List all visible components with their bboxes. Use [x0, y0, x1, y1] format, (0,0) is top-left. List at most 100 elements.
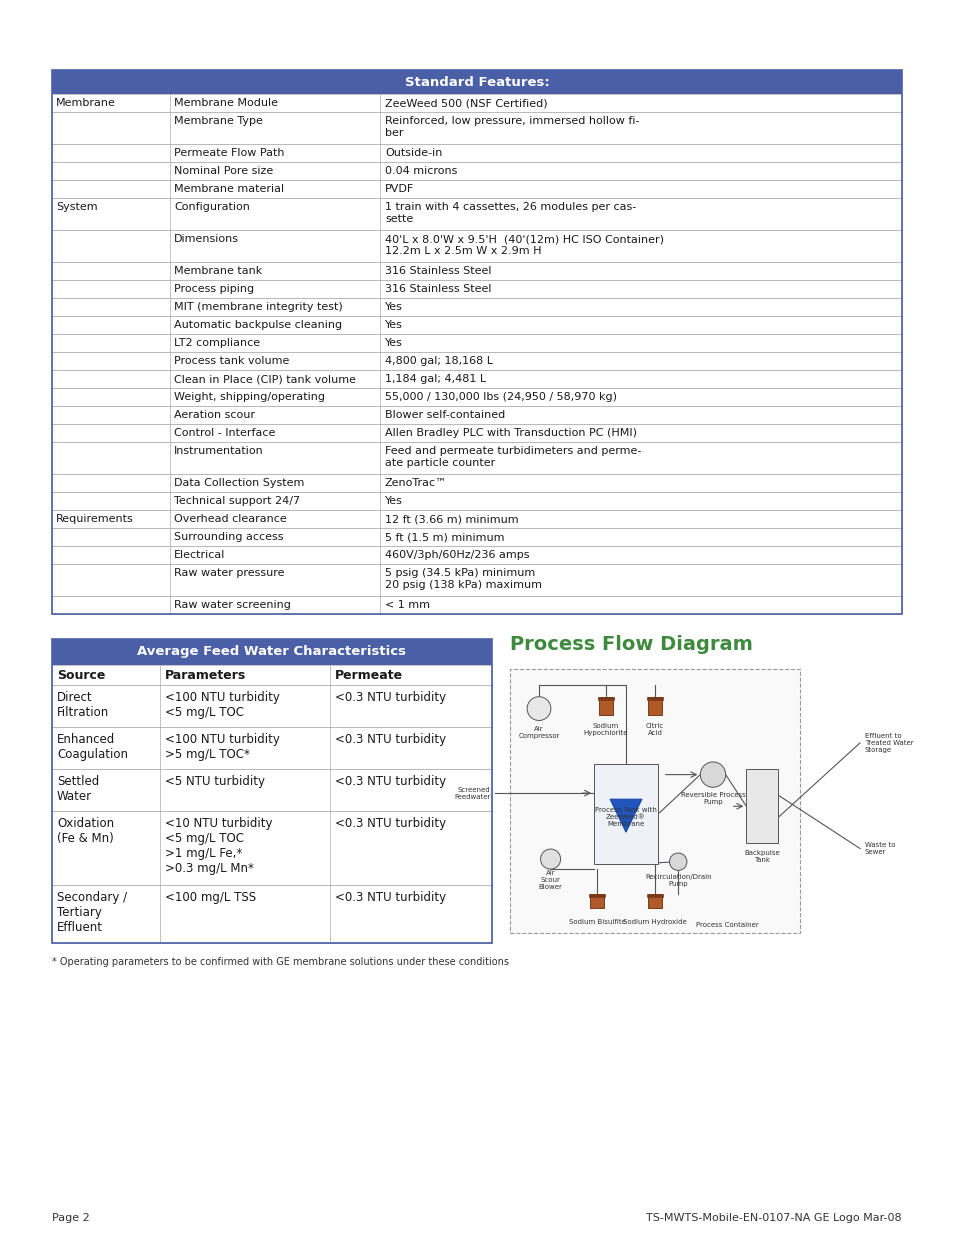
Bar	[52, 638, 492, 944]
Text: 5 psig (34.5 kPa) minimum
20 psig (138 kPa) maximum: 5 psig (34.5 kPa) minimum 20 psig (138 k…	[385, 568, 541, 589]
Text: Raw water pressure: Raw water pressure	[173, 568, 284, 578]
Circle shape	[540, 848, 560, 869]
Text: Reversible Process
Pump: Reversible Process Pump	[679, 792, 744, 805]
Text: Blower self-contained: Blower self-contained	[385, 410, 505, 420]
Bar	[52, 198, 901, 230]
Bar	[52, 112, 901, 144]
Bar	[52, 546, 901, 564]
Text: Yes: Yes	[385, 338, 402, 348]
Text: Dimensions: Dimensions	[173, 233, 239, 245]
Text: Source: Source	[57, 669, 105, 682]
Text: Reinforced, low pressure, immersed hollow fi-
ber: Reinforced, low pressure, immersed hollo…	[385, 116, 639, 137]
Text: Oxidation
(Fe & Mn): Oxidation (Fe & Mn)	[57, 818, 114, 845]
Text: 316 Stainless Steel: 316 Stainless Steel	[385, 266, 491, 275]
Text: Surrounding access: Surrounding access	[173, 532, 283, 542]
Circle shape	[700, 762, 725, 787]
Bar	[52, 442, 901, 474]
Bar	[52, 685, 492, 727]
Text: <0.3 NTU turbidity: <0.3 NTU turbidity	[335, 692, 446, 704]
Text: Effluent to
Treated Water
Storage: Effluent to Treated Water Storage	[864, 732, 913, 753]
Bar	[52, 70, 901, 94]
Circle shape	[527, 697, 550, 720]
Text: Feed and permeate turbidimeters and perme-
ate particle counter: Feed and permeate turbidimeters and perm…	[385, 446, 640, 468]
Text: Parameters: Parameters	[165, 669, 246, 682]
Text: <100 NTU turbidity
<5 mg/L TOC: <100 NTU turbidity <5 mg/L TOC	[165, 692, 279, 719]
Bar	[588, 894, 604, 898]
Text: 1,184 gal; 4,481 L: 1,184 gal; 4,481 L	[385, 374, 486, 384]
Text: Membrane: Membrane	[56, 98, 115, 107]
Text: Requirements: Requirements	[56, 514, 133, 524]
Text: Sodium
Hypochlorite: Sodium Hypochlorite	[583, 724, 627, 736]
Bar	[52, 664, 492, 685]
Text: Page 2: Page 2	[52, 1213, 90, 1223]
Text: Membrane Module: Membrane Module	[173, 98, 277, 107]
Text: Process Flow Diagram: Process Flow Diagram	[510, 635, 752, 655]
Bar	[52, 230, 901, 262]
Bar	[52, 70, 901, 614]
Text: Yes: Yes	[385, 320, 402, 330]
Text: Membrane Type: Membrane Type	[173, 116, 263, 126]
Text: Air
Scour
Blower: Air Scour Blower	[538, 871, 562, 890]
Text: Yes: Yes	[385, 496, 402, 506]
Text: PVDF: PVDF	[385, 184, 414, 194]
Text: Membrane material: Membrane material	[173, 184, 284, 194]
Bar	[52, 492, 901, 510]
Text: 460V/3ph/60Hz/236 amps: 460V/3ph/60Hz/236 amps	[385, 550, 529, 559]
Bar	[52, 564, 901, 597]
Bar	[52, 388, 901, 406]
Bar	[52, 638, 492, 664]
Bar	[52, 333, 901, 352]
Bar	[52, 180, 901, 198]
Text: Screened
Feedwater: Screened Feedwater	[454, 787, 490, 799]
Text: <0.3 NTU turbidity: <0.3 NTU turbidity	[335, 890, 446, 904]
Text: Process piping: Process piping	[173, 284, 253, 294]
Bar	[646, 697, 662, 700]
Bar	[598, 697, 612, 715]
Bar	[52, 298, 901, 316]
Text: Permeate: Permeate	[335, 669, 403, 682]
Text: Allen Bradley PLC with Transduction PC (HMI): Allen Bradley PLC with Transduction PC (…	[385, 429, 637, 438]
Bar	[52, 727, 492, 769]
Bar	[647, 894, 661, 908]
Text: Technical support 24/7: Technical support 24/7	[173, 496, 300, 506]
Bar	[52, 352, 901, 370]
Text: Secondary /
Tertiary
Effluent: Secondary / Tertiary Effluent	[57, 890, 127, 934]
Text: 12 ft (3.66 m) minimum: 12 ft (3.66 m) minimum	[385, 514, 518, 524]
Bar	[589, 894, 603, 908]
Text: Clean in Place (CIP) tank volume: Clean in Place (CIP) tank volume	[173, 374, 355, 384]
Text: Permeate Flow Path: Permeate Flow Path	[173, 148, 284, 158]
Text: Control - Interface: Control - Interface	[173, 429, 275, 438]
Bar	[52, 280, 901, 298]
Bar	[52, 811, 492, 885]
Bar	[52, 162, 901, 180]
Text: <100 NTU turbidity
>5 mg/L TOC*: <100 NTU turbidity >5 mg/L TOC*	[165, 734, 279, 761]
Bar	[52, 424, 901, 442]
Text: Configuration: Configuration	[173, 203, 250, 212]
Bar	[52, 529, 901, 546]
Text: Data Collection System: Data Collection System	[173, 478, 304, 488]
Text: Air
Compressor: Air Compressor	[517, 726, 559, 739]
Text: <0.3 NTU turbidity: <0.3 NTU turbidity	[335, 776, 446, 788]
Text: 55,000 / 130,000 lbs (24,950 / 58,970 kg): 55,000 / 130,000 lbs (24,950 / 58,970 kg…	[385, 391, 617, 403]
Bar	[647, 697, 661, 715]
Text: Average Feed Water Characteristics: Average Feed Water Characteristics	[137, 646, 406, 658]
Text: * Operating parameters to be confirmed with GE membrane solutions under these co: * Operating parameters to be confirmed w…	[52, 957, 509, 967]
Circle shape	[669, 853, 686, 871]
Text: 4,800 gal; 18,168 L: 4,800 gal; 18,168 L	[385, 356, 493, 366]
Text: Electrical: Electrical	[173, 550, 225, 559]
Text: LT2 compliance: LT2 compliance	[173, 338, 260, 348]
Text: Yes: Yes	[385, 303, 402, 312]
Bar	[52, 262, 901, 280]
Bar	[52, 474, 901, 492]
Text: <10 NTU turbidity
<5 mg/L TOC
>1 mg/L Fe,*
>0.3 mg/L Mn*: <10 NTU turbidity <5 mg/L TOC >1 mg/L Fe…	[165, 818, 273, 876]
Bar	[52, 94, 901, 112]
Text: <0.3 NTU turbidity: <0.3 NTU turbidity	[335, 734, 446, 746]
Text: Recirculation/Drain
Pump: Recirculation/Drain Pump	[644, 873, 711, 887]
Bar	[598, 697, 613, 700]
Text: Automatic backpulse cleaning: Automatic backpulse cleaning	[173, 320, 342, 330]
Bar	[52, 316, 901, 333]
Text: <5 NTU turbidity: <5 NTU turbidity	[165, 776, 265, 788]
Text: Raw water screening: Raw water screening	[173, 600, 291, 610]
Text: Process Container: Process Container	[696, 923, 758, 927]
Polygon shape	[609, 799, 641, 832]
